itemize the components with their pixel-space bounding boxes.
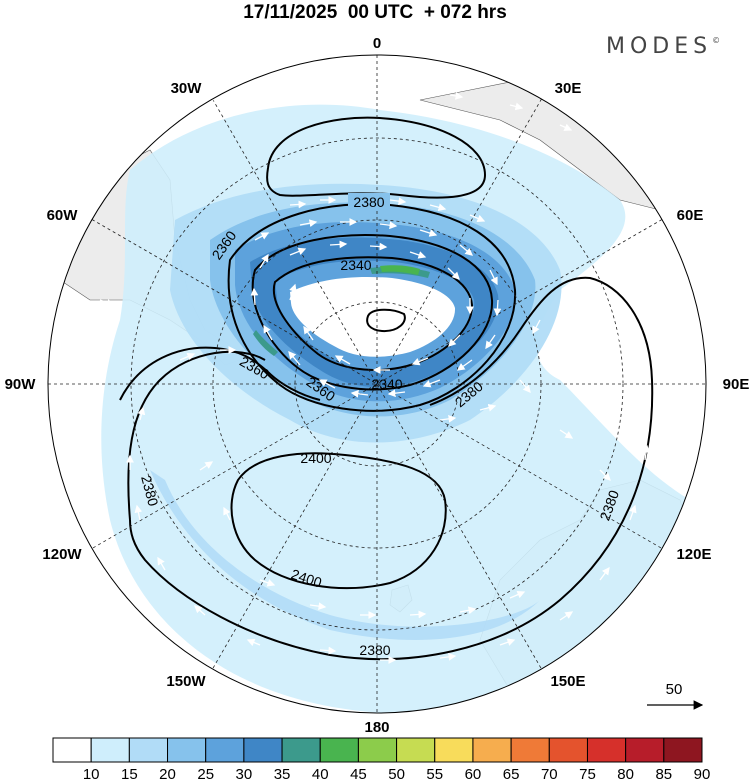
meridian-label-90w: 90W: [5, 376, 37, 393]
wind-vectors: [99, 81, 650, 664]
contour-label-bg: [348, 193, 390, 211]
contour-label: 2380: [353, 194, 384, 210]
shading-polar-calm: [290, 276, 456, 357]
contour-label: 2380: [359, 642, 390, 658]
colorbar: 10 15 20 25 30 35 40 45 50 55 60 65 70 75 80 85 90: [52, 737, 711, 782]
graticule: [48, 55, 706, 713]
contour-label: 2340: [340, 257, 371, 273]
colorbar-swatch: [205, 737, 245, 763]
contour-2380-north-high: [266, 116, 487, 199]
meridian-label-0: 0: [373, 35, 381, 52]
meridian-label-90e: 90E: [723, 376, 750, 393]
colorbar-swatch: [281, 737, 321, 763]
colorbar-tick-label: 80: [617, 766, 634, 782]
colorbar-swatch: [625, 737, 665, 763]
meridian-label-180: 180: [364, 719, 389, 736]
contour-2340-ring: [251, 234, 494, 391]
meridian-label-150w: 150W: [166, 673, 206, 690]
contour-2400-south-high: [230, 452, 447, 590]
meridian-label-30w: 30W: [171, 80, 203, 97]
colorbar-swatch: [472, 737, 512, 763]
colorbar-tick-label: 60: [465, 766, 482, 782]
meridian-label-60w: 60W: [47, 207, 79, 224]
meridian-label-120w: 120W: [42, 546, 82, 563]
colorbar-swatch: [663, 737, 703, 763]
colorbar-swatch: [128, 737, 169, 763]
colorbar-swatch: [548, 737, 588, 763]
colorbar-swatch: [243, 737, 283, 763]
colorbar-swatch: [586, 737, 627, 763]
colorbar-tick-label: 65: [503, 766, 520, 782]
contour-polar-low-center: [366, 308, 406, 333]
meridian-label-150e: 150E: [550, 673, 585, 690]
colorbar-swatch: [52, 737, 92, 763]
colorbar-swatch: [396, 737, 436, 763]
contour-label: 2400: [300, 450, 331, 466]
colorbar-swatch: [319, 737, 359, 763]
meridian-label-120e: 120E: [676, 546, 711, 563]
colorbar-tick-label: 70: [541, 766, 558, 782]
colorbar-tick-label: 40: [312, 766, 329, 782]
copyright-mark: ©: [712, 36, 721, 45]
colorbar-tick-label: 85: [655, 766, 672, 782]
map-boundary: [47, 54, 707, 714]
colorbar-swatch: [90, 737, 130, 763]
colorbar-tick-label: 35: [274, 766, 291, 782]
colorbar-tick-label: 30: [236, 766, 253, 782]
colorbar-tick-label: 90: [694, 766, 711, 782]
colorbar-tick-label: 50: [388, 766, 405, 782]
shading-45-jet: [380, 265, 420, 275]
shading-40-west: [253, 330, 278, 356]
colorbar-swatch: [167, 737, 207, 763]
map-disk: [48, 55, 706, 713]
map-title: 17/11/2025 00 UTC + 072 hrs: [243, 2, 507, 23]
colorbar-tick-label: 20: [159, 766, 176, 782]
colorbar-swatch: [510, 737, 550, 763]
contour-2320-ring: [272, 256, 474, 372]
colorbar-tick-label: 45: [350, 766, 367, 782]
reference-vector: 50: [647, 681, 704, 710]
meridian-labels: 0 30E 60E 90E 120E 150E 180 150W 120W 90…: [5, 35, 750, 736]
colorbar-tick-label: 55: [426, 766, 443, 782]
colorbar-swatch: [357, 737, 398, 763]
shading-20-south: [150, 470, 540, 640]
colorbar-tick-label: 75: [579, 766, 596, 782]
colorbar-tick-label: 15: [121, 766, 138, 782]
brand-text: MODES: [606, 34, 713, 59]
contour-label: 2380: [138, 474, 162, 508]
contour-label: 2340: [371, 376, 402, 392]
modes-logo: MODES©: [606, 34, 720, 59]
meridian-label-30e: 30E: [555, 80, 582, 97]
colorbar-tick-label: 10: [83, 766, 100, 782]
colorbar-swatch: [434, 737, 474, 763]
meridian-label-60e: 60E: [677, 207, 704, 224]
colorbar-tick-label: 25: [197, 766, 214, 782]
reference-vector-label: 50: [666, 681, 683, 698]
